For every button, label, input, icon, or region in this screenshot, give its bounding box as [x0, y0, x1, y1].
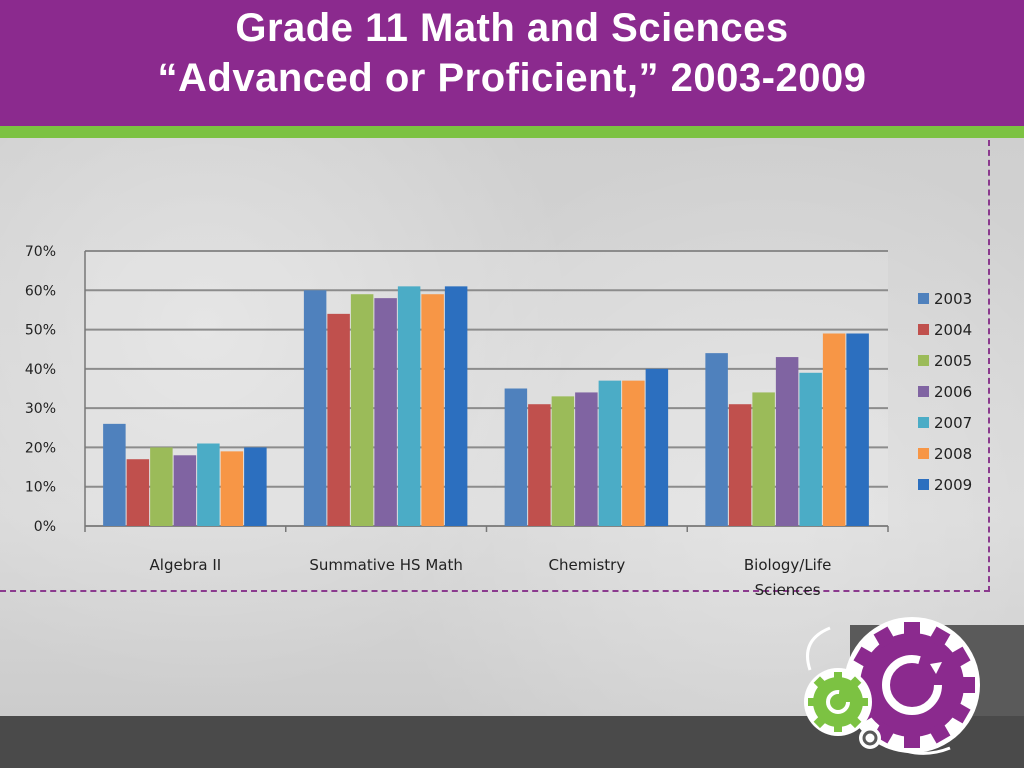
- header-accent-stripe: [0, 126, 1024, 138]
- bar: [350, 294, 374, 526]
- legend-label: 2003: [934, 289, 973, 308]
- bar: [397, 286, 421, 526]
- legend-swatch: [918, 355, 929, 366]
- legend-swatch: [918, 293, 929, 304]
- bar: [374, 298, 397, 526]
- legend-swatch: [918, 448, 929, 459]
- bar: [846, 333, 869, 526]
- legend-swatch: [918, 324, 929, 335]
- bar: [551, 396, 575, 526]
- legend-item: 2004: [918, 314, 1008, 345]
- legend-label: 2007: [934, 413, 973, 432]
- y-tick-label: 20%: [25, 440, 56, 456]
- slide-title-line-2: “Advanced or Proficient,” 2003-2009: [157, 56, 867, 100]
- legend-item: 2003: [918, 283, 1008, 314]
- legend-swatch: [918, 386, 929, 397]
- x-category-label: Sciences: [755, 581, 821, 599]
- bar: [752, 392, 775, 526]
- bar: [598, 380, 622, 526]
- slide-header: Grade 11 Math and Sciences “Advanced or …: [0, 0, 1024, 126]
- legend-item: 2007: [918, 407, 1008, 438]
- x-category-label: Summative HS Math: [309, 556, 462, 574]
- x-category-label: Chemistry: [549, 556, 626, 574]
- x-category-label: Biology/Life: [744, 556, 831, 574]
- bar: [799, 372, 822, 526]
- y-tick-label: 0%: [34, 519, 56, 535]
- y-tick-label: 40%: [25, 362, 56, 378]
- y-tick-label: 30%: [25, 401, 56, 417]
- bar-chart: 0% 10% 20% 30% 40% 50% 60% 70% Algebra II Summati…: [25, 244, 889, 599]
- bar: [244, 447, 267, 526]
- y-tick-label: 70%: [25, 244, 56, 260]
- legend-label: 2006: [934, 382, 973, 401]
- bar: [822, 333, 846, 526]
- y-tick-label: 50%: [25, 323, 56, 339]
- legend-swatch: [918, 417, 929, 428]
- dashed-frame: [0, 140, 990, 592]
- bar: [575, 392, 598, 526]
- bar: [645, 368, 669, 526]
- bar: [775, 357, 799, 526]
- legend-label: 2004: [934, 320, 973, 339]
- bar: [444, 286, 468, 526]
- bar: [528, 404, 551, 526]
- legend-swatch: [918, 479, 929, 490]
- bar: [622, 380, 645, 526]
- x-category-label: Algebra II: [150, 556, 222, 574]
- slide-title-line-1: Grade 11 Math and Sciences: [235, 6, 789, 50]
- bar: [728, 404, 752, 526]
- bar: [327, 313, 350, 526]
- bar: [504, 388, 528, 526]
- legend-item: 2005: [918, 345, 1008, 376]
- y-tick-label: 10%: [25, 480, 56, 496]
- bar: [220, 451, 244, 526]
- legend-label: 2005: [934, 351, 973, 370]
- bar: [197, 443, 220, 526]
- bar: [705, 353, 728, 526]
- legend-item: 2006: [918, 376, 1008, 407]
- y-tick-label: 60%: [25, 283, 56, 299]
- bar: [150, 447, 173, 526]
- bar: [126, 459, 150, 526]
- legend-label: 2008: [934, 444, 973, 463]
- bar: [103, 423, 126, 526]
- bar: [303, 290, 327, 526]
- gear-logo-icon: [804, 617, 980, 755]
- bar: [173, 455, 197, 526]
- legend-label: 2009: [934, 475, 973, 494]
- bar: [421, 294, 444, 526]
- legend-item: 2008: [918, 438, 1008, 469]
- legend-item: 2009: [918, 469, 1008, 500]
- chart-legend: 2003 2004 2005 2006 2007 2008 2009: [918, 283, 1008, 500]
